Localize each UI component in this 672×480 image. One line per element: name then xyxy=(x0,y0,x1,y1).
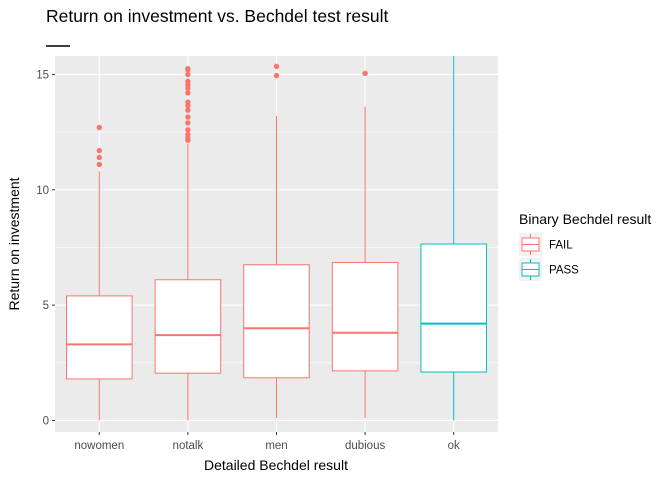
legend-key-fail: FAIL xyxy=(519,233,573,256)
outlier-point xyxy=(96,154,103,161)
boxplot-notalk xyxy=(154,65,222,421)
box-iqr xyxy=(420,243,487,373)
boxplot-dubious xyxy=(331,70,399,419)
outlier-point xyxy=(185,107,191,113)
legend-label: PASS xyxy=(549,265,579,277)
box-iqr xyxy=(66,295,133,380)
boxplots xyxy=(66,56,487,421)
outlier-point xyxy=(273,63,280,70)
legend-label: FAIL xyxy=(549,240,573,252)
legend-keys: FAIL PASS xyxy=(519,233,579,281)
x-tick-label: nowomen xyxy=(74,440,124,452)
x-tick-label: men xyxy=(265,440,287,452)
outlier-point xyxy=(185,114,191,120)
outlier-point xyxy=(96,147,103,154)
outlier-point xyxy=(96,124,103,131)
y-axis-title: Return on investment xyxy=(6,177,22,310)
legend-title: Binary Bechdel result xyxy=(519,211,651,227)
y-tick-label: 15 xyxy=(36,69,49,81)
outlier-point xyxy=(185,71,191,78)
x-axis-title: Detailed Bechdel result xyxy=(204,457,348,473)
legend: Binary Bechdel result FAIL PASS xyxy=(519,211,651,281)
boxplot-nowomen xyxy=(66,124,133,421)
outlier-point xyxy=(185,65,191,72)
box-iqr xyxy=(331,261,399,372)
outlier-point xyxy=(273,72,280,79)
outlier-point xyxy=(185,120,191,126)
boxplot-ok xyxy=(420,56,487,421)
y-tick-label: 10 xyxy=(36,185,49,197)
outlier-point xyxy=(96,161,103,168)
outlier-point xyxy=(185,131,191,138)
x-tick-label: notalk xyxy=(173,440,204,452)
x-axis-ticks: nowomen notalk men dubious ok xyxy=(74,432,460,452)
legend-key-pass: PASS xyxy=(519,258,579,281)
chart-title: Return on investment vs. Bechdel test re… xyxy=(46,6,389,26)
box-iqr xyxy=(243,264,310,379)
y-tick-label: 0 xyxy=(43,415,49,427)
outlier-point xyxy=(185,90,191,96)
outlier-point xyxy=(185,127,191,133)
box-iqr xyxy=(154,279,222,374)
outlier-point xyxy=(362,70,368,77)
outlier-point xyxy=(185,99,191,105)
outlier-point xyxy=(185,78,191,85)
x-tick-label: ok xyxy=(448,440,460,452)
y-axis-ticks: 0 5 10 15 xyxy=(36,69,55,427)
y-tick-label: 5 xyxy=(43,300,49,312)
boxplot-men xyxy=(243,63,310,419)
x-tick-label: dubious xyxy=(345,440,386,452)
